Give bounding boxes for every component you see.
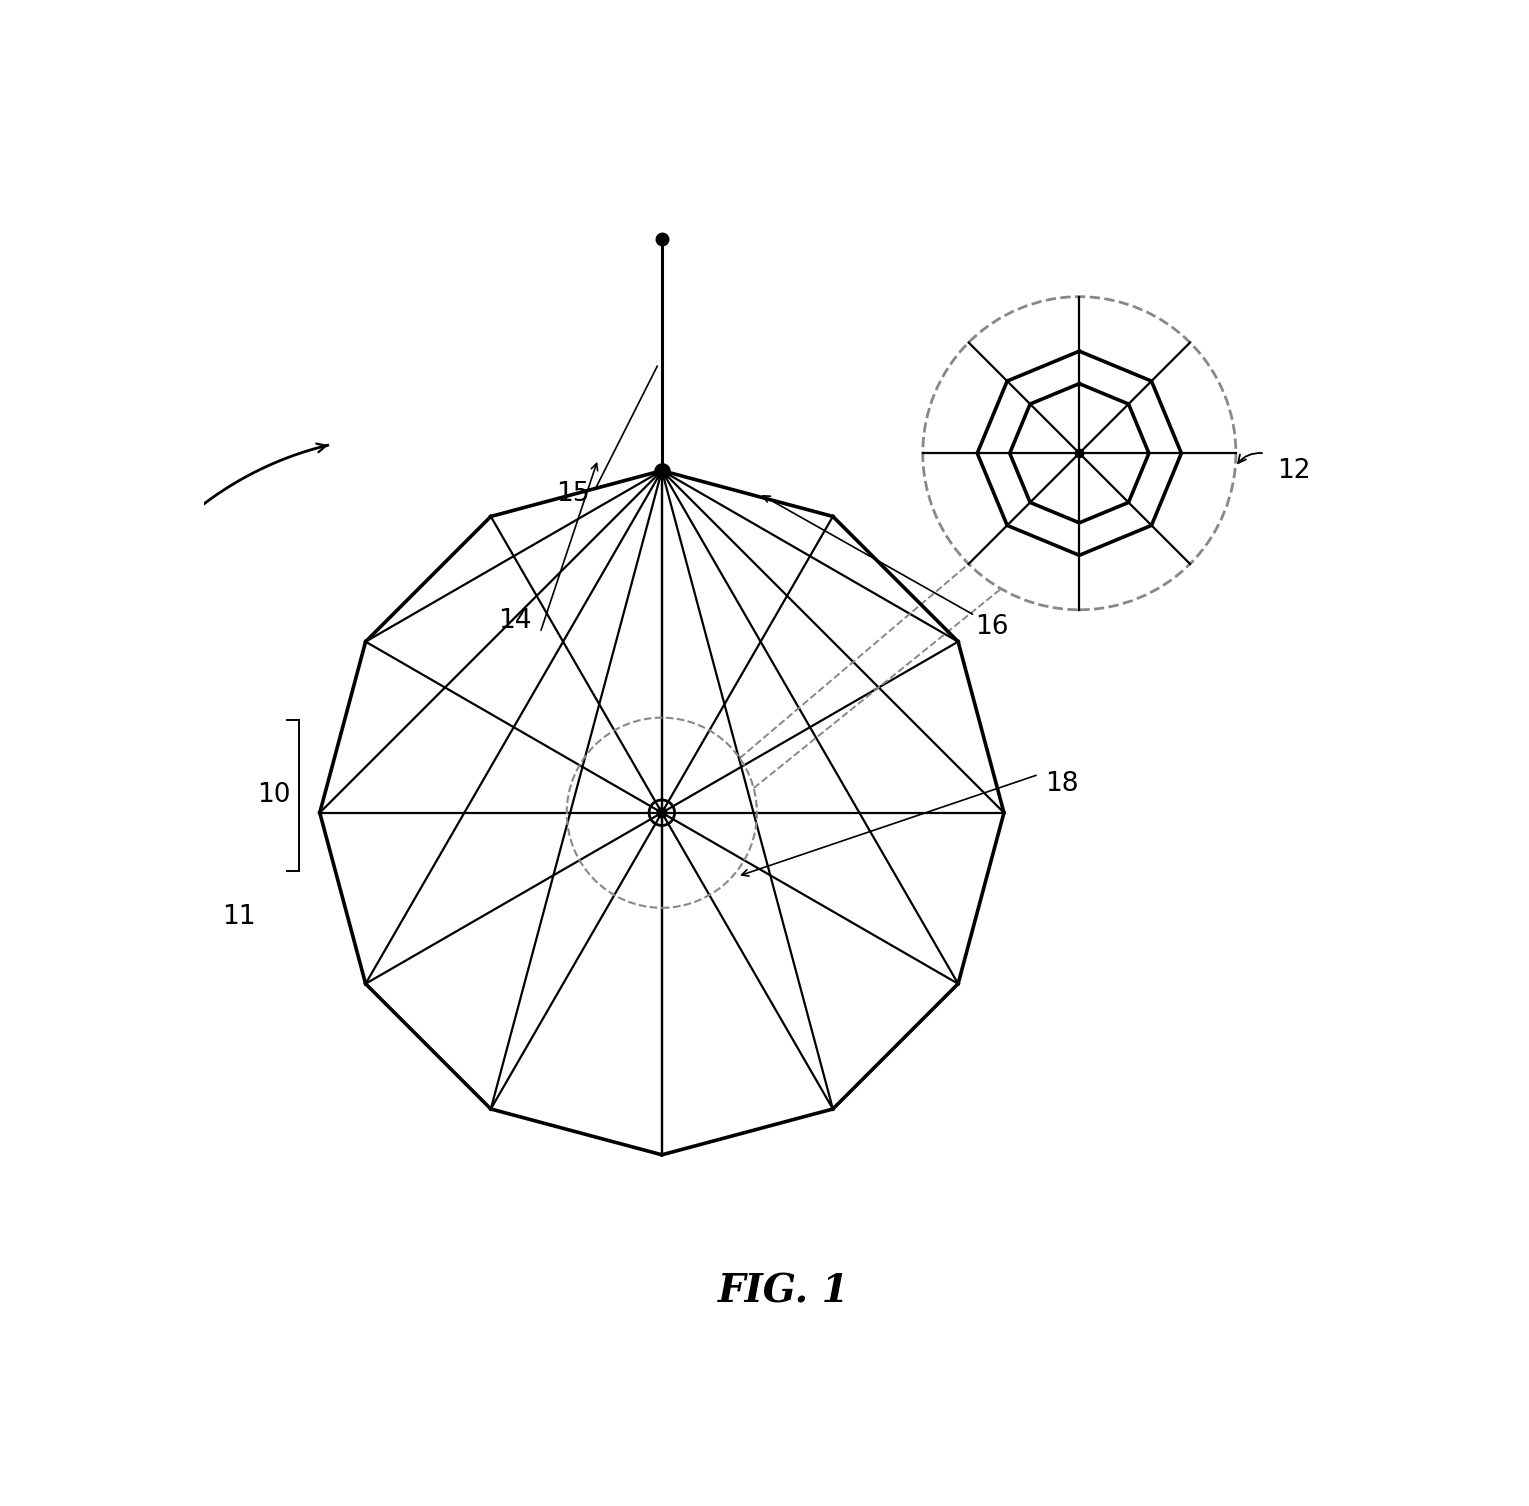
Text: 10: 10 <box>257 782 291 809</box>
Text: 12: 12 <box>1277 458 1310 483</box>
Text: 14: 14 <box>498 608 532 634</box>
Text: 11: 11 <box>222 904 255 931</box>
Text: FIG. 1: FIG. 1 <box>717 1273 850 1310</box>
Text: 15: 15 <box>557 480 589 508</box>
Text: 18: 18 <box>1046 771 1078 797</box>
Circle shape <box>657 809 667 818</box>
Text: 16: 16 <box>976 614 1009 640</box>
